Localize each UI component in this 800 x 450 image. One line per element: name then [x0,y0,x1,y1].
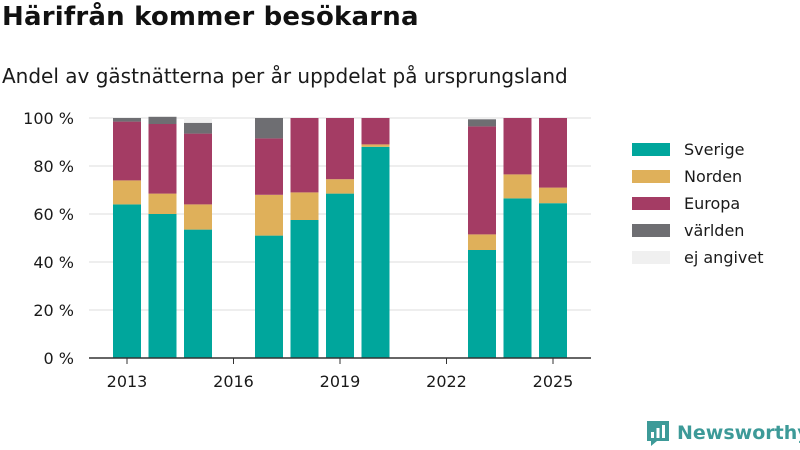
x-tick-label: 2016 [213,372,254,391]
legend-item: Norden [632,163,764,190]
bar-segment [539,118,567,188]
chart-subtitle: Andel av gästnätterna per år uppdelat på… [2,64,568,88]
bar-segment [184,122,212,134]
legend-swatch [632,197,670,210]
newsworthy-logo-icon [647,421,669,446]
bar-segment [184,133,212,205]
bar-segment [290,192,319,220]
bar-segment [290,118,319,193]
bar-segment [255,118,283,139]
bar-segment [255,194,283,236]
bar-segment [184,118,212,123]
legend-item: Sverige [632,136,764,163]
bar-segment [326,193,354,358]
bar-segment [255,138,283,195]
legend: Sverige Norden Europa världen ej angivet [632,136,764,271]
bar-segment [148,214,177,358]
legend-swatch [632,170,670,183]
bar-segment [326,118,354,180]
bar-segment [468,234,496,250]
bar-segment [503,198,532,358]
legend-swatch [632,251,670,264]
x-tick-label: 2022 [426,372,467,391]
brand: Newsworthy [645,419,800,447]
legend-swatch [632,143,670,156]
y-tick-label: 60 % [33,205,74,224]
legend-swatch [632,224,670,237]
x-tick-label: 2013 [107,372,148,391]
bar-segment [468,250,496,358]
bar-segment [503,174,532,199]
legend-item: världen [632,217,764,244]
legend-label: världen [684,221,745,240]
bar-segment [148,193,177,214]
bar-segment [361,144,390,147]
legend-item: ej angivet [632,244,764,271]
bar-segment [113,180,141,205]
legend-label: Europa [684,194,741,213]
x-tick-label: 2019 [320,372,361,391]
bar-segment [539,187,567,204]
legend-label: Sverige [684,140,745,159]
legend-item: Europa [632,190,764,217]
bar-segment [539,203,567,358]
bar-segment [290,220,319,358]
legend-label: ej angivet [684,248,764,267]
bar-segment [113,118,141,122]
bar-segment [361,146,390,358]
bar-segment [468,118,496,120]
y-tick-label: 100 % [23,109,74,128]
y-tick-label: 20 % [33,301,74,320]
bar-segment [113,204,141,358]
bar-segment [184,204,212,230]
bar-segment [326,179,354,194]
bar-stacks [113,116,567,358]
bar-segment [468,119,496,127]
bar-segment [255,235,283,358]
chart-title: Härifrån kommer besökarna [2,2,419,32]
bar-segment [148,116,177,124]
x-tick-label: 2025 [533,372,574,391]
brand-name: Newsworthy [677,422,800,444]
axes: 0 % 20 % 40 % 60 % 80 % 100 % 2013 2016 2019 2022… [23,109,591,391]
y-tick-label: 80 % [33,157,74,176]
legend-label: Norden [684,167,743,186]
bar-segment [113,121,141,181]
bar-segment [468,126,496,235]
y-tick-label: 40 % [33,253,74,272]
bar-segment [148,124,177,194]
y-tick-label: 0 % [44,349,74,368]
bar-segment [184,229,212,358]
bar-segment [361,118,390,145]
bar-segment [503,118,532,175]
